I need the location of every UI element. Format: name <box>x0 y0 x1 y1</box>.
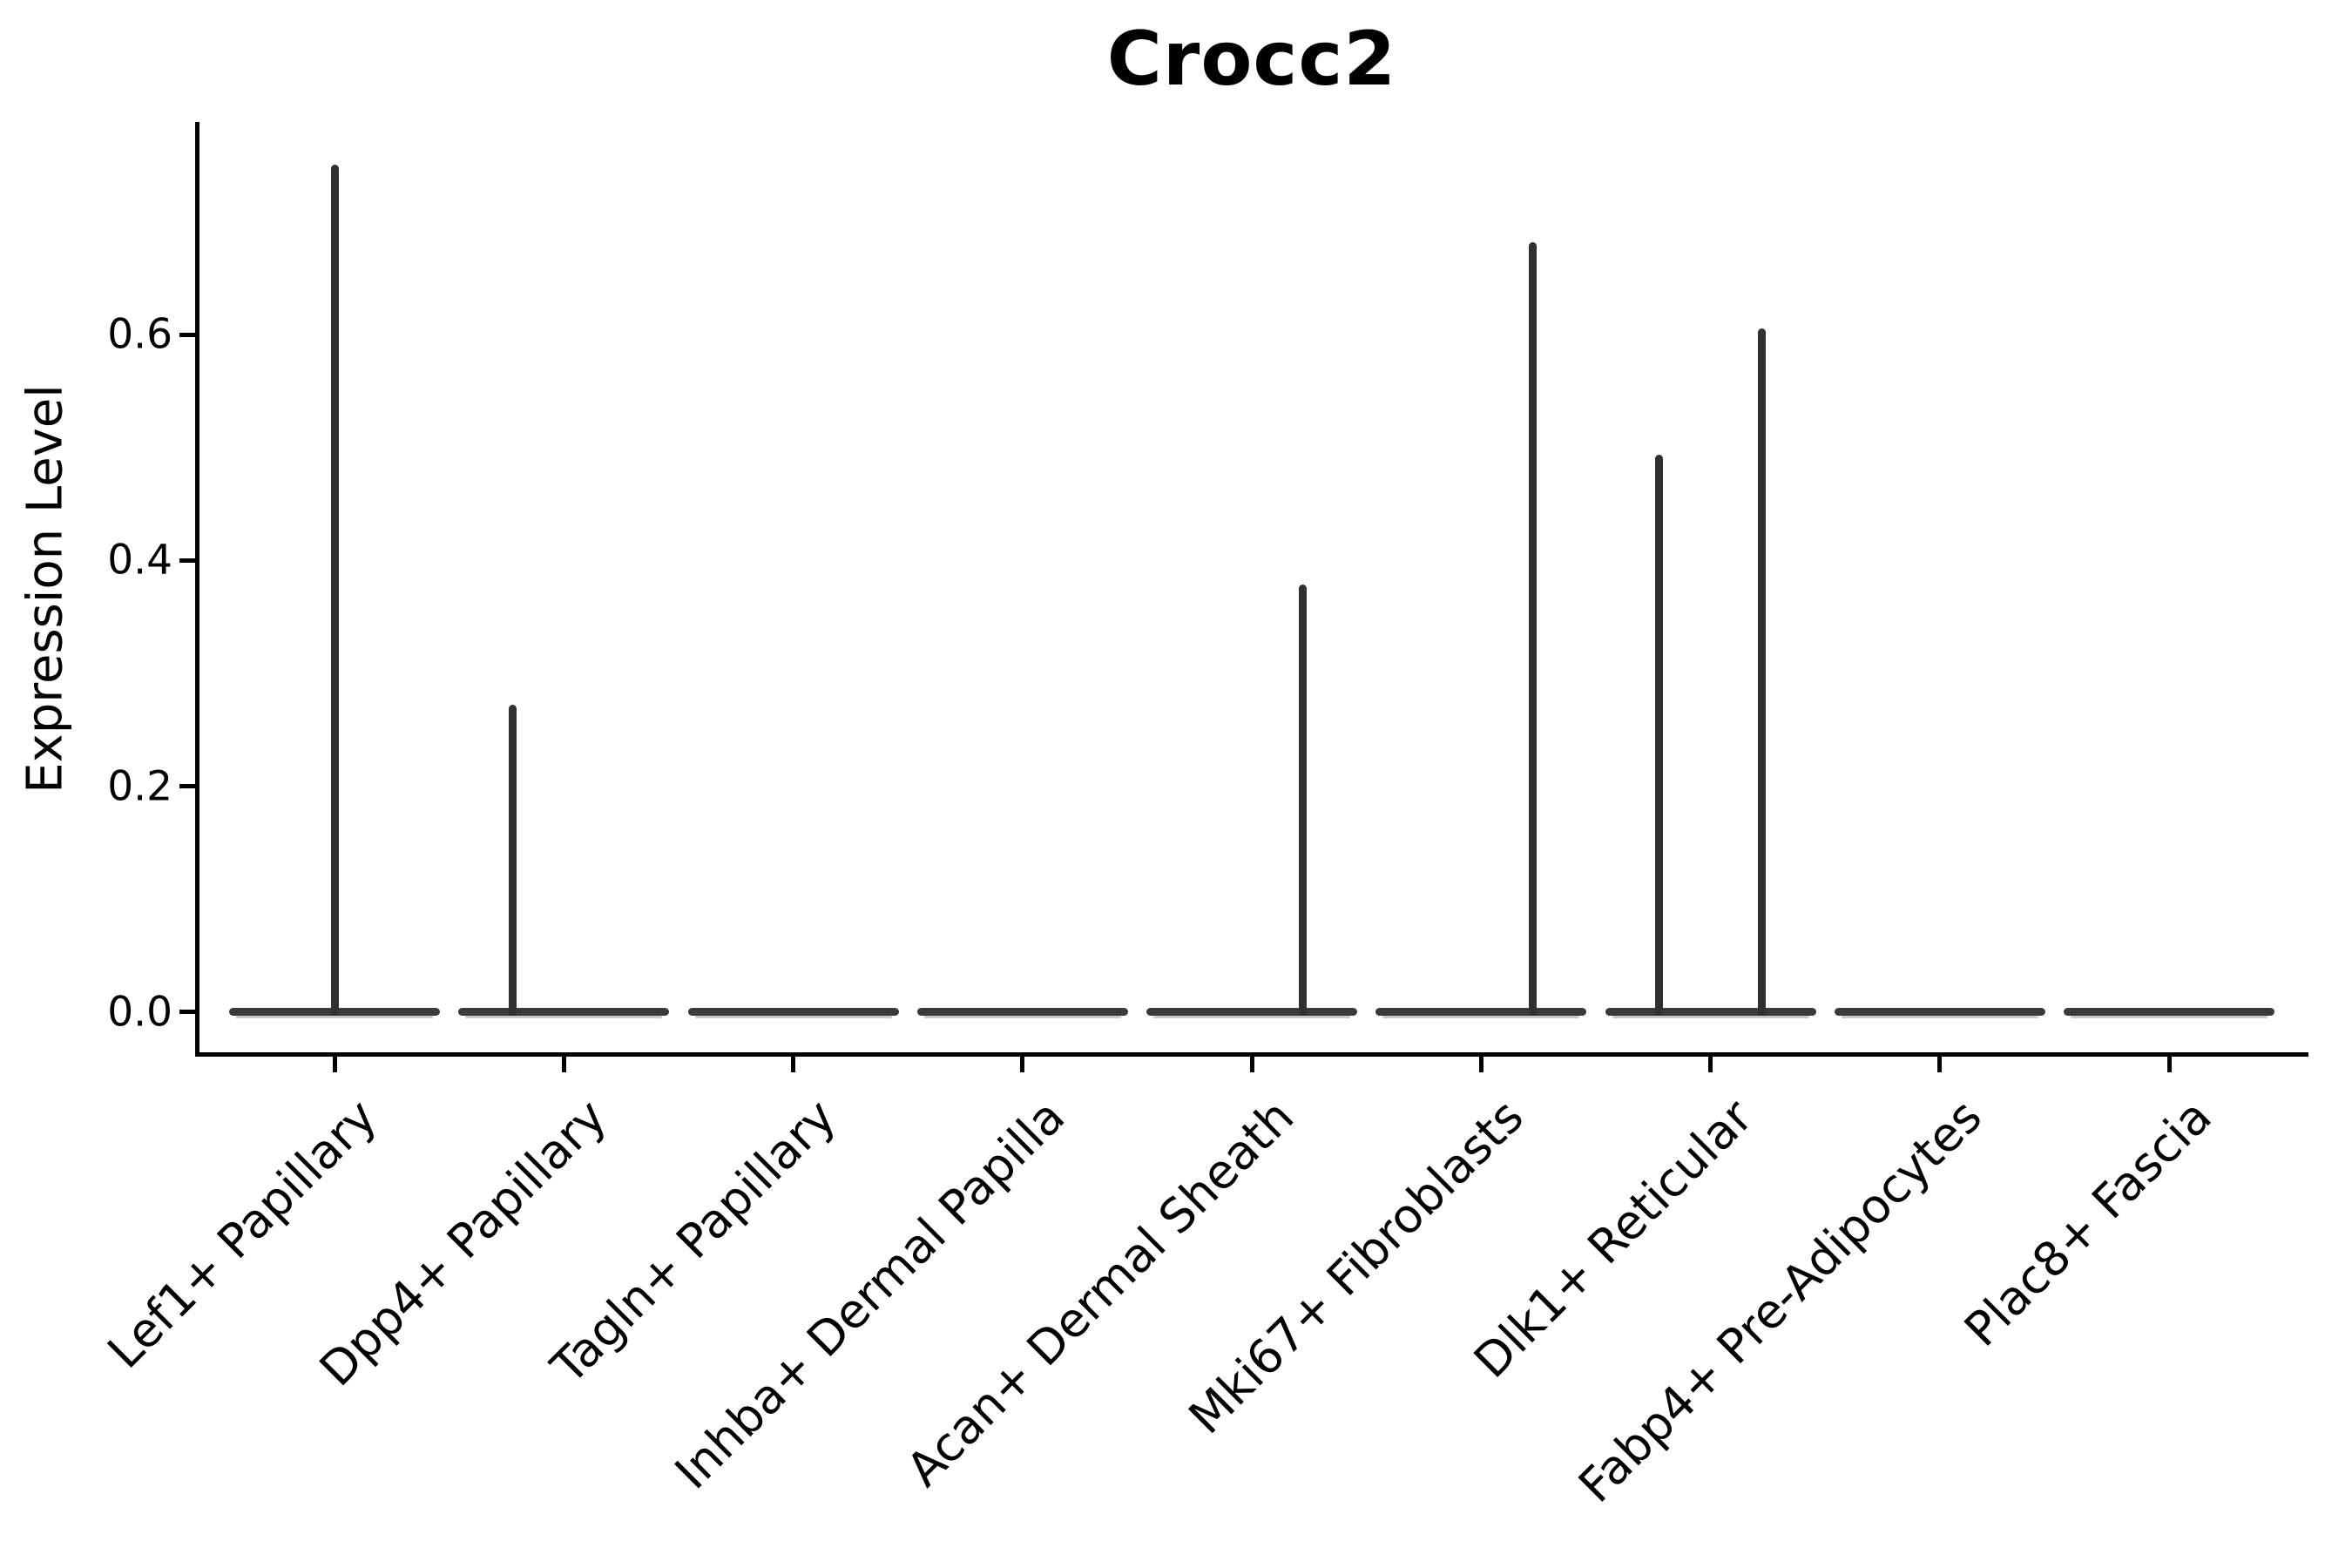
chart-title: Crocc2 <box>1106 16 1397 103</box>
x-tick-label: Acan+ Dermal Sheath <box>896 1089 1305 1497</box>
violin-spike <box>330 164 339 1017</box>
y-tick-label: 0.4 <box>107 536 172 585</box>
x-tick <box>1249 1057 1254 1072</box>
violin-spike <box>1757 328 1766 1017</box>
violin-baseline <box>1146 1008 1357 1019</box>
y-tick-label: 0.2 <box>107 762 172 811</box>
x-tick <box>1478 1057 1484 1072</box>
violin-baseline <box>687 1008 899 1019</box>
x-tick-label: Plac8+ Fascia <box>1953 1089 2222 1357</box>
violin-spike <box>508 705 517 1017</box>
x-tick <box>1020 1057 1025 1072</box>
violin-baseline <box>1605 1008 1816 1019</box>
y-tick-label: 0.6 <box>107 310 172 359</box>
violin-spike <box>1654 454 1663 1017</box>
violin-baseline <box>1375 1008 1587 1019</box>
violin-spike <box>1299 584 1308 1017</box>
x-tick <box>791 1057 795 1072</box>
violin-baseline <box>916 1008 1128 1019</box>
y-tick <box>179 784 195 789</box>
y-tick <box>179 1010 195 1015</box>
x-tick <box>1937 1057 1943 1072</box>
x-tick <box>561 1057 566 1072</box>
violin-baseline <box>458 1008 670 1019</box>
violin-baseline <box>2064 1008 2274 1019</box>
x-tick-label: Fabp4+ Pre-Adipocytes <box>1568 1089 1993 1513</box>
violin-baseline <box>1834 1008 2045 1019</box>
violin-spike <box>1528 242 1537 1017</box>
y-tick <box>179 558 195 563</box>
x-tick <box>1708 1057 1713 1072</box>
y-tick <box>179 332 195 337</box>
x-axis-line <box>195 1052 2308 1057</box>
x-tick <box>2166 1057 2172 1072</box>
y-axis-line <box>195 122 199 1057</box>
x-tick-label: Inhba+ Dermal Papilla <box>664 1089 1076 1500</box>
x-tick <box>332 1057 337 1072</box>
y-tick-label: 0.0 <box>107 988 172 1037</box>
